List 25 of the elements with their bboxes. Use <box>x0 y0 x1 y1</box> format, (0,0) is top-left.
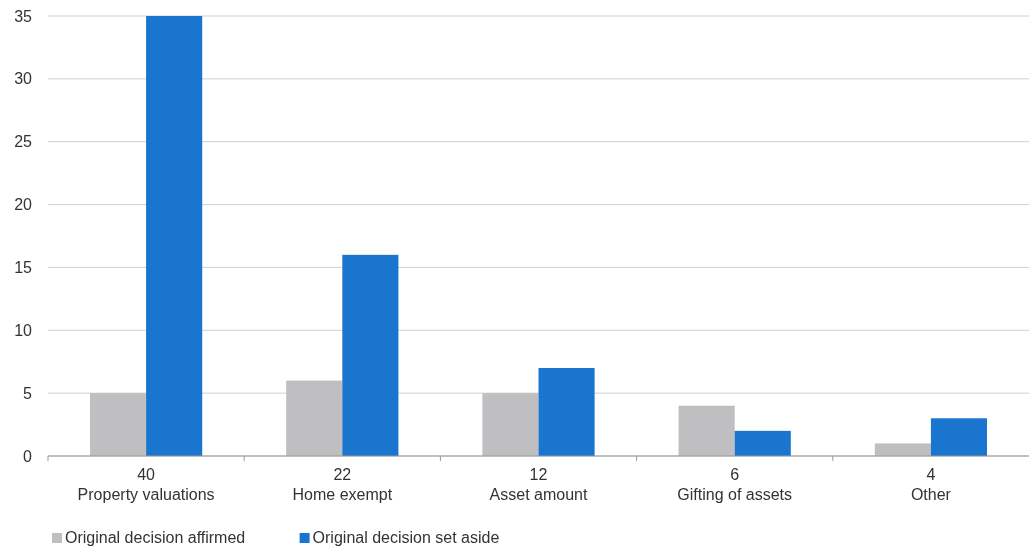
y-tick-label: 25 <box>14 133 33 151</box>
y-tick-label: 10 <box>14 321 33 339</box>
y-tick-label: 5 <box>23 384 33 402</box>
y-tick-label: 0 <box>23 447 33 465</box>
bar <box>874 443 931 456</box>
bar <box>930 418 988 456</box>
bar <box>482 393 539 456</box>
bar <box>342 254 399 456</box>
x-tick-label: 22 Home exempt <box>292 466 393 503</box>
legend-label: Original decision set aside <box>312 529 500 546</box>
bar <box>538 368 595 456</box>
legend-label: Original decision affirmed <box>65 529 246 546</box>
x-tick-label: 40 Property valuations <box>77 466 215 503</box>
y-tick-label: 35 <box>14 7 33 25</box>
x-tick-label: 12 Asset amount <box>489 466 588 503</box>
y-tick-label: 15 <box>14 259 33 277</box>
bar <box>286 380 343 456</box>
x-tick-label: 6 Gifting of assets <box>677 466 793 503</box>
x-tick-label: 4 Other <box>910 466 952 503</box>
bar <box>146 16 203 456</box>
y-tick-label: 30 <box>14 70 33 88</box>
bar <box>734 430 791 456</box>
bar <box>678 405 735 456</box>
y-tick-label: 20 <box>14 196 33 214</box>
bar <box>89 393 147 456</box>
